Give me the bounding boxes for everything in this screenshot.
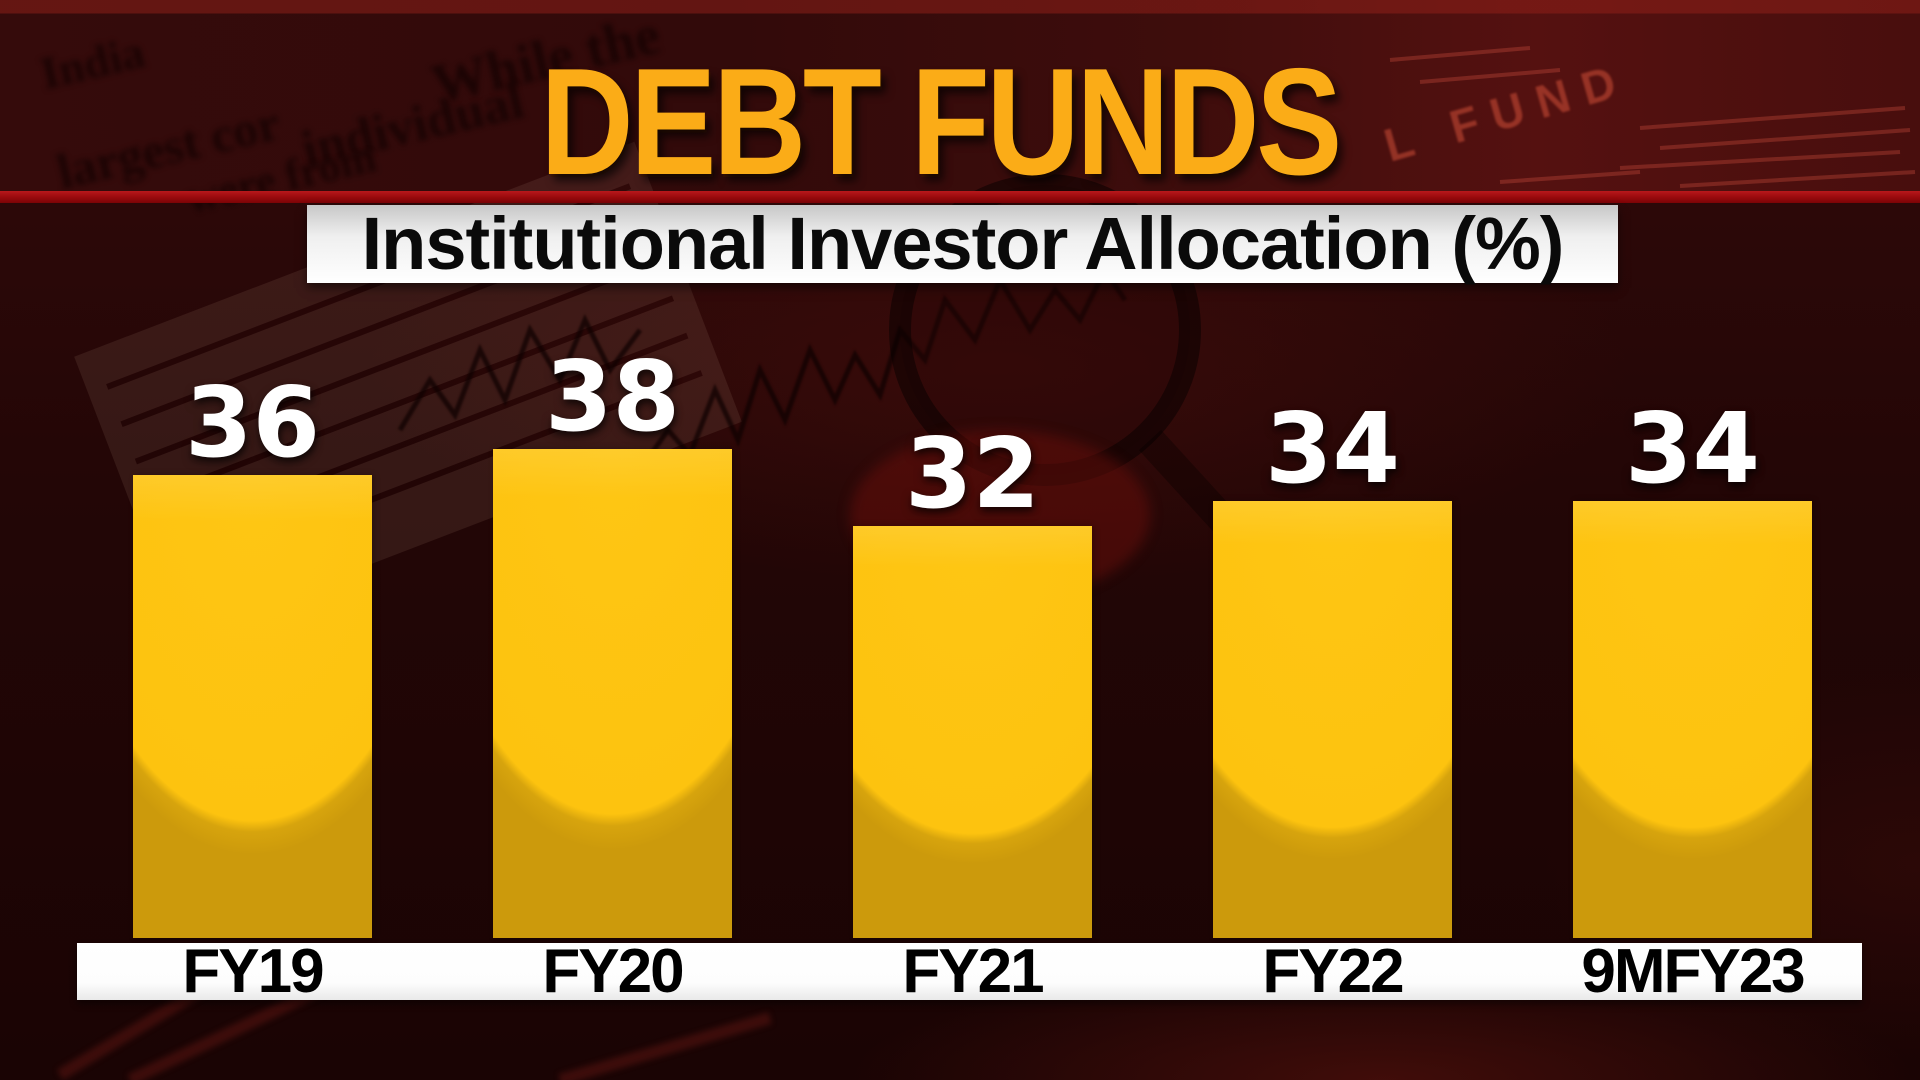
bar-fy22: 34 — [1213, 401, 1452, 938]
bar-value-label: 38 — [545, 340, 680, 454]
bar-value-label: 34 — [1625, 392, 1760, 506]
bar-value-label: 36 — [185, 366, 320, 480]
x-axis-label-fy19: FY19 — [182, 937, 324, 1006]
x-axis-label-9mfy23: 9MFY23 — [1581, 937, 1805, 1006]
subtitle-plate: Institutional Investor Allocation (%) — [307, 205, 1618, 283]
bar-9mfy23: 34 — [1573, 401, 1812, 938]
bar-fy20: 38 — [493, 349, 732, 938]
x-axis-label-fy22: FY22 — [1262, 937, 1404, 1006]
bar-value-label: 32 — [905, 417, 1040, 531]
bar-fy21: 32 — [853, 426, 1092, 938]
newsprint-rows — [1389, 46, 1916, 188]
bar-fy19: 36 — [133, 375, 372, 938]
x-axis-strip: FY19 FY20 FY21 FY22 9MFY23 — [77, 937, 1862, 1006]
red-divider-line — [0, 191, 1920, 203]
background-line-chart-motif — [397, 265, 1128, 472]
x-axis-label-fy20: FY20 — [542, 937, 684, 1006]
top-newspaper-band: While the individual largest cor were fr… — [0, 0, 1920, 223]
page-title: DEBT FUNDS — [540, 37, 1342, 207]
subtitle-text: Institutional Investor Allocation (%) — [361, 202, 1565, 285]
x-axis-label-fy21: FY21 — [902, 937, 1044, 1006]
bar-value-label: 34 — [1265, 392, 1400, 506]
